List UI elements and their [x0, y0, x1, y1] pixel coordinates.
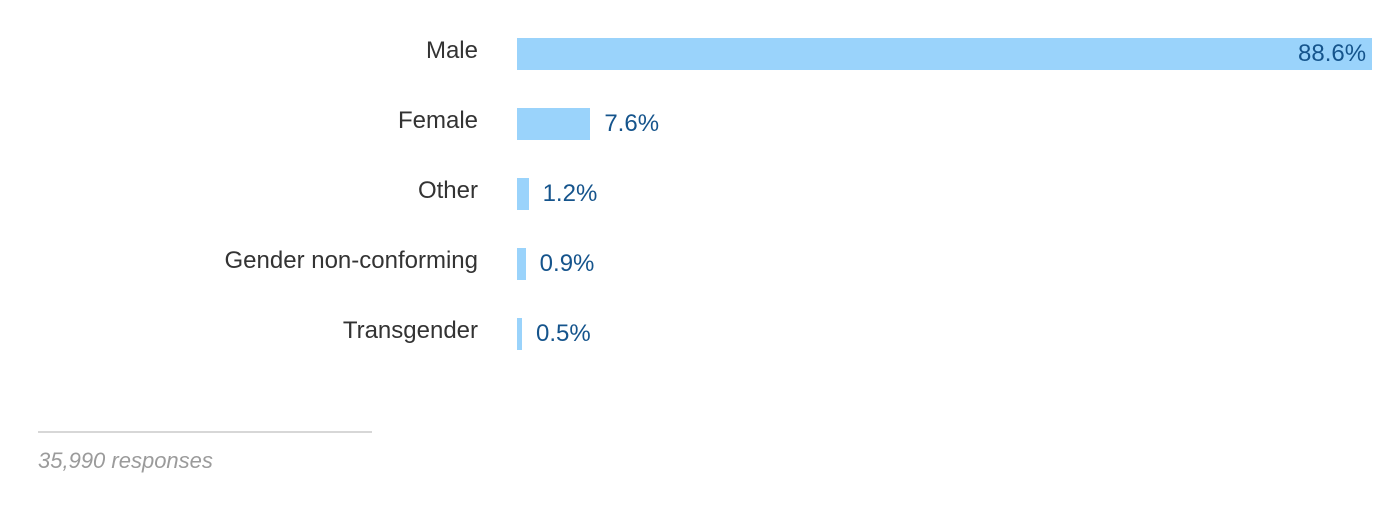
value-label-gender-non-conforming: 0.9%	[539, 250, 595, 277]
responses-count: 35,990 responses	[38, 448, 213, 473]
category-label-transgender: Transgender	[342, 317, 478, 344]
bar-transgender	[517, 318, 522, 350]
category-label-female: Female	[397, 107, 478, 134]
value-label-other: 1.2%	[542, 180, 598, 207]
bar-chart: Male 88.6% Female 7.6% Other 1.2% Gender non-c…	[224, 37, 1372, 350]
category-label-other: Other	[417, 177, 478, 204]
bar-male	[517, 38, 1372, 70]
value-label-transgender: 0.5%	[536, 320, 591, 347]
category-label-male: Male	[425, 37, 478, 64]
value-label-male: 88.6%	[1298, 40, 1367, 67]
bar-other	[517, 178, 529, 210]
bar-gender-non-conforming	[517, 248, 526, 280]
bar-female	[517, 108, 591, 140]
footer-divider	[38, 431, 372, 433]
category-label-gender-non-conforming: Gender non-conforming	[224, 247, 478, 274]
value-label-female: 7.6%	[604, 110, 660, 137]
